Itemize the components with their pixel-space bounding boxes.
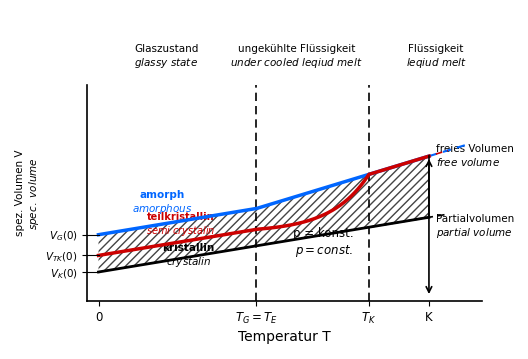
Text: amorph
$\it{amorphous}$: amorph $\it{amorphous}$	[132, 190, 193, 216]
Text: Glaszustand
$\it{glassy\ state}$: Glaszustand $\it{glassy\ state}$	[134, 45, 199, 70]
Text: Partialvolumen
$\it{partial\ volume}$: Partialvolumen $\it{partial\ volume}$	[437, 214, 515, 239]
Text: ungekühlte Flüssigkeit
$\it{under\ cooled\ leqiud\ melt}$: ungekühlte Flüssigkeit $\it{under\ coole…	[230, 45, 362, 70]
X-axis label: Temperatur T: Temperatur T	[238, 330, 331, 344]
Text: teilkristallin
$\it{semi\ crystalin}$: teilkristallin $\it{semi\ crystalin}$	[146, 213, 216, 238]
Text: kristallin
$\it{crystalin}$: kristallin $\it{crystalin}$	[163, 243, 215, 269]
Text: p = konst.
$\it{p = const.}$: p = konst. $\it{p = const.}$	[294, 227, 354, 258]
Y-axis label: spez. Volumen V
$\it{spec.\ volume}$: spez. Volumen V $\it{spec.\ volume}$	[15, 150, 41, 237]
Text: freies Volumen
$\it{free\ volume}$: freies Volumen $\it{free\ volume}$	[437, 144, 514, 168]
Text: Flüssigkeit
$\it{leqiud\ melt}$: Flüssigkeit $\it{leqiud\ melt}$	[406, 45, 467, 70]
